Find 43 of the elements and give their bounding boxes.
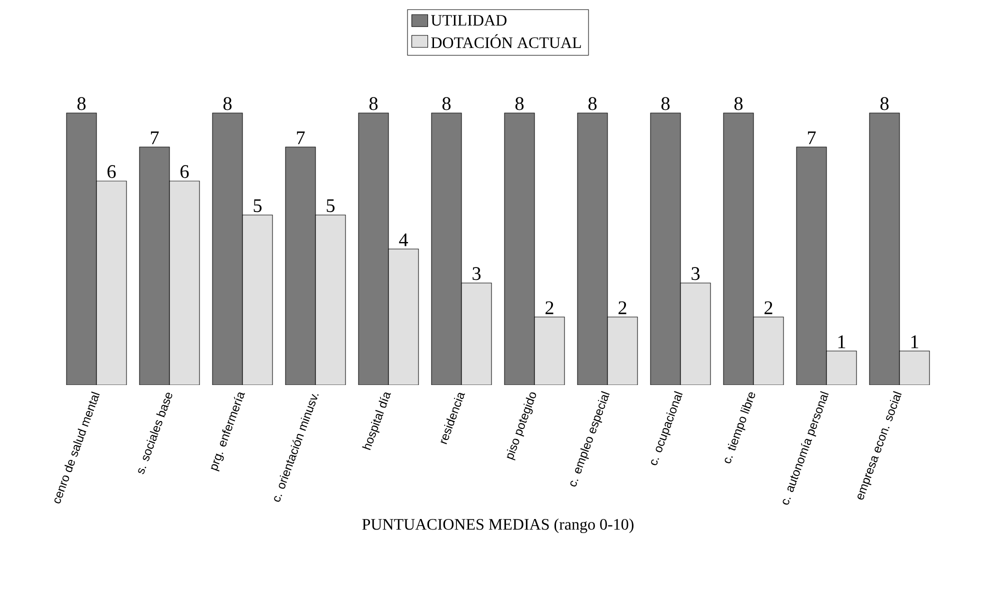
bar [169, 180, 200, 385]
data-label: 8 [369, 97, 378, 110]
bar [388, 248, 419, 385]
legend-label: DOTACIÓN ACTUAL [431, 34, 581, 48]
data-label: 8 [588, 97, 597, 110]
bar [315, 214, 346, 385]
bar [899, 350, 930, 385]
data-label: 8 [515, 97, 524, 110]
x-tick-label: c. tiempo libre [724, 392, 756, 464]
bar [242, 214, 273, 385]
legend-label: UTILIDAD [431, 14, 506, 26]
data-label: 4 [399, 233, 408, 246]
data-label: 1 [838, 335, 846, 348]
bar [461, 282, 492, 385]
data-label: 8 [77, 97, 86, 110]
x-tick-label: cenro de salud mental [54, 391, 100, 504]
data-label: 6 [108, 165, 116, 178]
data-label: 5 [254, 199, 262, 212]
data-label: 2 [618, 301, 626, 314]
data-label: 8 [734, 97, 743, 110]
data-label: 2 [546, 301, 554, 314]
data-label: 5 [326, 199, 335, 212]
bar [534, 316, 565, 385]
x-tick-label: c. empleo especial [570, 391, 610, 486]
data-label: 6 [180, 165, 189, 178]
bar [753, 316, 784, 385]
data-label: 1 [911, 335, 918, 348]
bar [680, 282, 711, 385]
data-label: 3 [472, 267, 481, 280]
data-label: 8 [661, 97, 670, 110]
data-label: 7 [150, 132, 159, 144]
x-tick-label: s. sociales base [138, 392, 172, 474]
x-axis-title: PUNTUACIONES MEDIAS (rango 0-10) [362, 518, 634, 534]
bar [826, 350, 857, 385]
data-label: 2 [764, 301, 772, 314]
data-label: 7 [808, 132, 816, 144]
bar [96, 180, 127, 385]
data-label: 8 [442, 97, 451, 110]
data-label: 7 [296, 132, 305, 144]
data-label: 8 [223, 97, 232, 110]
bar [607, 316, 638, 385]
data-label: 8 [880, 97, 889, 110]
data-label: 3 [692, 267, 700, 280]
